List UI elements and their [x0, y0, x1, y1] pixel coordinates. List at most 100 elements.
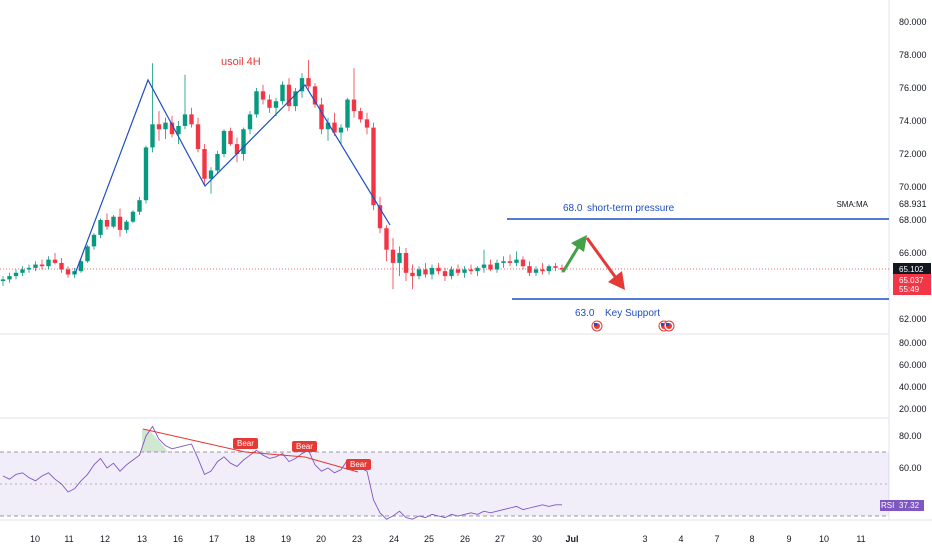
candle-body: [156, 124, 162, 130]
candle-body: [377, 205, 383, 229]
support-level-value: 63.0: [575, 308, 595, 319]
us-flag-icon[interactable]: [591, 320, 603, 332]
candle-body: [462, 269, 467, 273]
rsi-line: [2, 425, 562, 520]
time-tick-label: 10: [30, 534, 40, 544]
candle-body: [247, 114, 253, 130]
candle-body: [65, 269, 71, 275]
candle-body: [215, 154, 220, 171]
candle-body: [33, 264, 38, 268]
candle-body: [312, 86, 318, 105]
price-axis: 80.000 78.000 76.000 74.000 72.000 70.000 68.0…: [899, 17, 927, 324]
time-tick-label: Jul: [565, 534, 578, 544]
candle-body: [254, 91, 259, 115]
divergence-line-1: [142, 428, 246, 453]
price-tick-label: 80.000: [899, 17, 927, 27]
candle-body: [195, 124, 201, 150]
down-arrow-icon: [585, 237, 625, 290]
candle-body: [553, 266, 558, 268]
candle-body: [91, 234, 97, 247]
chart-title: usoil 4H: [221, 56, 261, 68]
candlestick-series: [0, 59, 565, 290]
candle-body: [338, 127, 344, 133]
candle-body: [501, 261, 506, 263]
candle-body: [514, 259, 519, 263]
price-tick-label: 62.000: [899, 314, 927, 324]
time-tick-label: 19: [281, 534, 291, 544]
candle-body: [475, 267, 480, 272]
sma-label: SMA:MA: [836, 200, 868, 209]
us-flag-icon[interactable]: [663, 320, 675, 332]
candle-body: [345, 99, 350, 128]
rsi-axis: 80.00 60.00: [899, 431, 922, 473]
candle-body: [228, 130, 233, 145]
candle-body: [241, 129, 246, 154]
candle-body: [111, 216, 116, 227]
candle-body: [208, 170, 214, 179]
pressure-level-value: 68.0: [563, 203, 583, 214]
time-tick-label: 23: [352, 534, 362, 544]
time-tick-label: 10: [819, 534, 829, 544]
candle-body: [332, 122, 337, 133]
candle-body: [130, 211, 136, 222]
bear-badge: Bear: [233, 438, 258, 449]
candle-body: [137, 200, 142, 212]
candle-body: [299, 78, 305, 92]
current-price-text: 65.037: [899, 276, 924, 285]
candle-body: [163, 122, 168, 130]
bear-badge-text: Bear: [350, 460, 367, 469]
candle-body: [72, 271, 77, 275]
candle-body: [325, 122, 331, 130]
candle-body: [416, 269, 422, 277]
candle-body: [78, 261, 84, 272]
price-tick-label: 68.000: [899, 215, 927, 225]
rsi-overbought-fill: [142, 429, 168, 452]
candle-body: [351, 99, 357, 112]
candle-body: [442, 271, 448, 277]
candle-body: [306, 78, 311, 87]
candle-body: [189, 114, 194, 125]
support-level-label: Key Support: [605, 308, 660, 319]
candle-body: [371, 127, 376, 206]
candle-body: [527, 266, 532, 273]
time-tick-label: 18: [245, 534, 255, 544]
pressure-level-label: short-term pressure: [587, 203, 675, 214]
candle-body: [176, 125, 181, 135]
candle-body: [124, 221, 129, 230]
candle-body: [20, 269, 25, 273]
candle-body: [481, 264, 487, 268]
candle-body: [280, 84, 285, 102]
candle-body: [540, 269, 545, 272]
time-tick-label: 13: [137, 534, 147, 544]
rsi-tick-label: 80.00: [899, 431, 922, 441]
candle-body: [286, 84, 292, 107]
candle-body: [436, 267, 441, 272]
candle-body: [260, 91, 266, 100]
time-tick-label: 27: [495, 534, 505, 544]
candle-body: [182, 114, 188, 126]
time-tick-label: 16: [173, 534, 183, 544]
candle-body: [273, 101, 279, 108]
candle-body: [449, 269, 454, 277]
candle-body: [39, 264, 45, 267]
price-tick-label: 66.000: [899, 248, 927, 258]
candle-body: [455, 269, 461, 273]
candle-body: [267, 99, 272, 108]
candle-body: [384, 228, 389, 250]
candle-body: [143, 147, 149, 201]
time-tick-label: 7: [714, 534, 719, 544]
candle-body: [98, 220, 103, 235]
volume-tick-label: 80.000: [899, 338, 927, 348]
candle-body: [520, 259, 526, 267]
candle-body: [221, 130, 227, 154]
candle-body: [26, 267, 32, 270]
candle-body: [59, 262, 64, 270]
bear-badge: Bear: [292, 441, 317, 452]
candle-body: [202, 149, 207, 179]
candle-body: [117, 216, 123, 230]
candle-body: [423, 269, 428, 275]
price-tick-label: 74.000: [899, 116, 927, 126]
candle-body: [533, 269, 539, 273]
bear-badge-text: Bear: [296, 442, 313, 451]
